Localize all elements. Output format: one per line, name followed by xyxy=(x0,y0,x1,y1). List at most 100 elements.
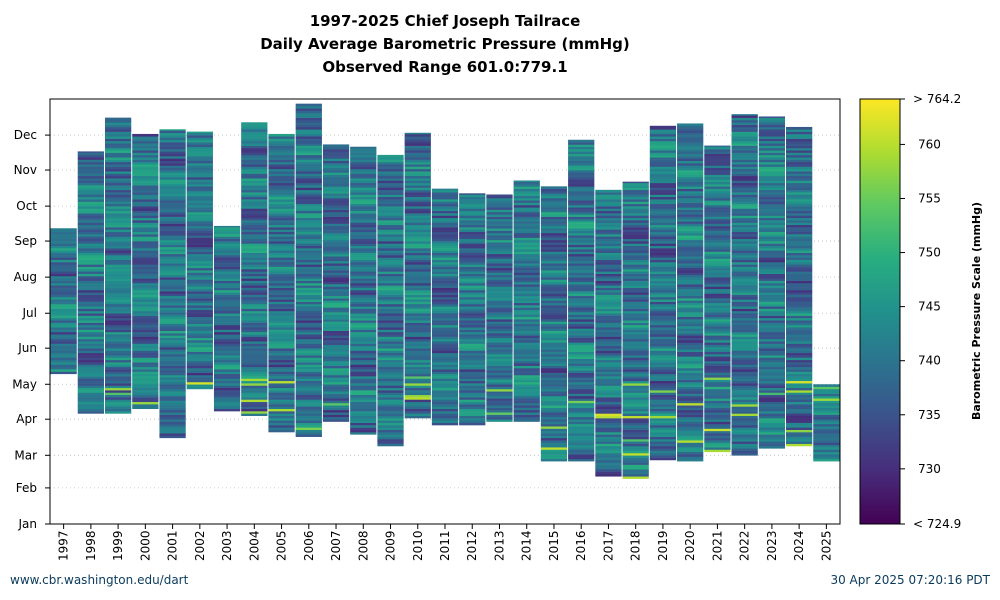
heat-cell xyxy=(77,338,104,342)
heat-cell xyxy=(704,330,731,334)
heat-cell xyxy=(268,259,295,263)
heat-cell xyxy=(132,241,159,244)
heat-cell xyxy=(540,228,568,231)
heat-cell xyxy=(77,401,104,405)
colorbar-max-label: > 764.2 xyxy=(913,92,961,106)
heat-cell xyxy=(295,418,322,421)
heat-cell xyxy=(350,259,377,263)
heat-cell xyxy=(431,383,459,386)
heat-cell xyxy=(704,328,731,332)
heat-cell xyxy=(132,378,159,382)
heat-cell xyxy=(568,211,595,215)
heat-cell xyxy=(132,364,159,368)
heat-cell xyxy=(486,249,513,252)
heat-cell xyxy=(377,252,404,256)
heat-cell xyxy=(104,259,132,263)
y-tick-label: Jan xyxy=(18,517,38,531)
heat-cell xyxy=(268,185,295,188)
heat-cell xyxy=(186,365,213,369)
heat-cell xyxy=(459,194,486,198)
heat-cell xyxy=(540,402,568,406)
heat-cell xyxy=(404,310,431,314)
heat-cell xyxy=(649,390,677,393)
heat-cell xyxy=(704,395,731,399)
heat-cell xyxy=(213,406,241,410)
heat-cell xyxy=(595,466,622,470)
heat-cell xyxy=(213,225,241,228)
heat-cell xyxy=(350,369,377,372)
heat-cell xyxy=(731,357,758,361)
heat-cell xyxy=(649,138,677,142)
heat-cell xyxy=(758,392,786,396)
heat-cell xyxy=(132,227,159,230)
heat-cell xyxy=(132,371,159,375)
heat-cell xyxy=(104,359,132,363)
heat-cell xyxy=(431,278,459,281)
heat-cell xyxy=(813,447,840,450)
heat-cell xyxy=(677,244,704,248)
colorbar-tick-label: 760 xyxy=(918,137,941,151)
heat-cell xyxy=(622,434,649,437)
heat-cell xyxy=(568,416,595,420)
heat-cell xyxy=(513,291,540,294)
heat-cell xyxy=(731,294,758,298)
heat-cell xyxy=(50,257,77,260)
heat-cell xyxy=(758,445,786,449)
heat-cell xyxy=(595,231,622,235)
heat-cell xyxy=(786,357,813,361)
heat-cell xyxy=(268,175,295,179)
heat-cell xyxy=(786,266,813,270)
heat-cell xyxy=(295,425,322,428)
heat-cell xyxy=(377,275,404,279)
heat-cell xyxy=(295,338,322,342)
heat-cell xyxy=(50,345,77,349)
heat-cell xyxy=(649,136,677,139)
heat-cell xyxy=(159,190,186,194)
heat-cell xyxy=(77,378,104,382)
heat-cell xyxy=(404,303,431,307)
heat-cell xyxy=(159,153,186,157)
heat-cell xyxy=(486,197,513,201)
heat-cell xyxy=(622,390,649,393)
heat-cell xyxy=(786,187,813,191)
heat-cell xyxy=(295,336,322,340)
heat-cell xyxy=(568,188,595,192)
heat-cell xyxy=(104,275,132,279)
heat-cell xyxy=(295,380,322,384)
heat-cell xyxy=(77,327,104,330)
heat-cell xyxy=(704,251,731,255)
heat-cell xyxy=(486,209,513,213)
heat-cell xyxy=(431,217,459,221)
heat-cell xyxy=(268,250,295,253)
heat-cell xyxy=(159,184,186,187)
heat-cell xyxy=(350,206,377,209)
heat-cell xyxy=(704,442,731,446)
heat-cell xyxy=(486,344,513,348)
heat-cell xyxy=(104,352,132,356)
heat-cell xyxy=(677,416,704,420)
heat-cell xyxy=(132,338,159,342)
heat-cell xyxy=(268,320,295,323)
heat-cell xyxy=(758,427,786,430)
heat-cell xyxy=(213,383,241,386)
heat-cell xyxy=(758,271,786,274)
heat-cell xyxy=(622,315,649,319)
heat-cell xyxy=(132,404,159,407)
heat-cell xyxy=(431,371,459,375)
heat-cell xyxy=(350,234,377,237)
heat-cell xyxy=(404,357,431,361)
heat-cell xyxy=(241,355,268,358)
heat-cell xyxy=(786,282,813,286)
heatmap-column-2001 xyxy=(159,129,186,439)
heat-cell xyxy=(622,338,649,342)
heat-cell xyxy=(540,239,568,243)
heat-cell xyxy=(704,258,731,262)
heat-cell xyxy=(404,161,431,165)
heat-cell xyxy=(704,358,731,362)
heat-cell xyxy=(268,222,295,226)
heat-cell xyxy=(159,225,186,229)
heat-cell xyxy=(377,406,404,410)
heat-cell xyxy=(104,171,132,174)
colorbar-gradient xyxy=(859,98,901,525)
heat-cell xyxy=(786,443,813,447)
